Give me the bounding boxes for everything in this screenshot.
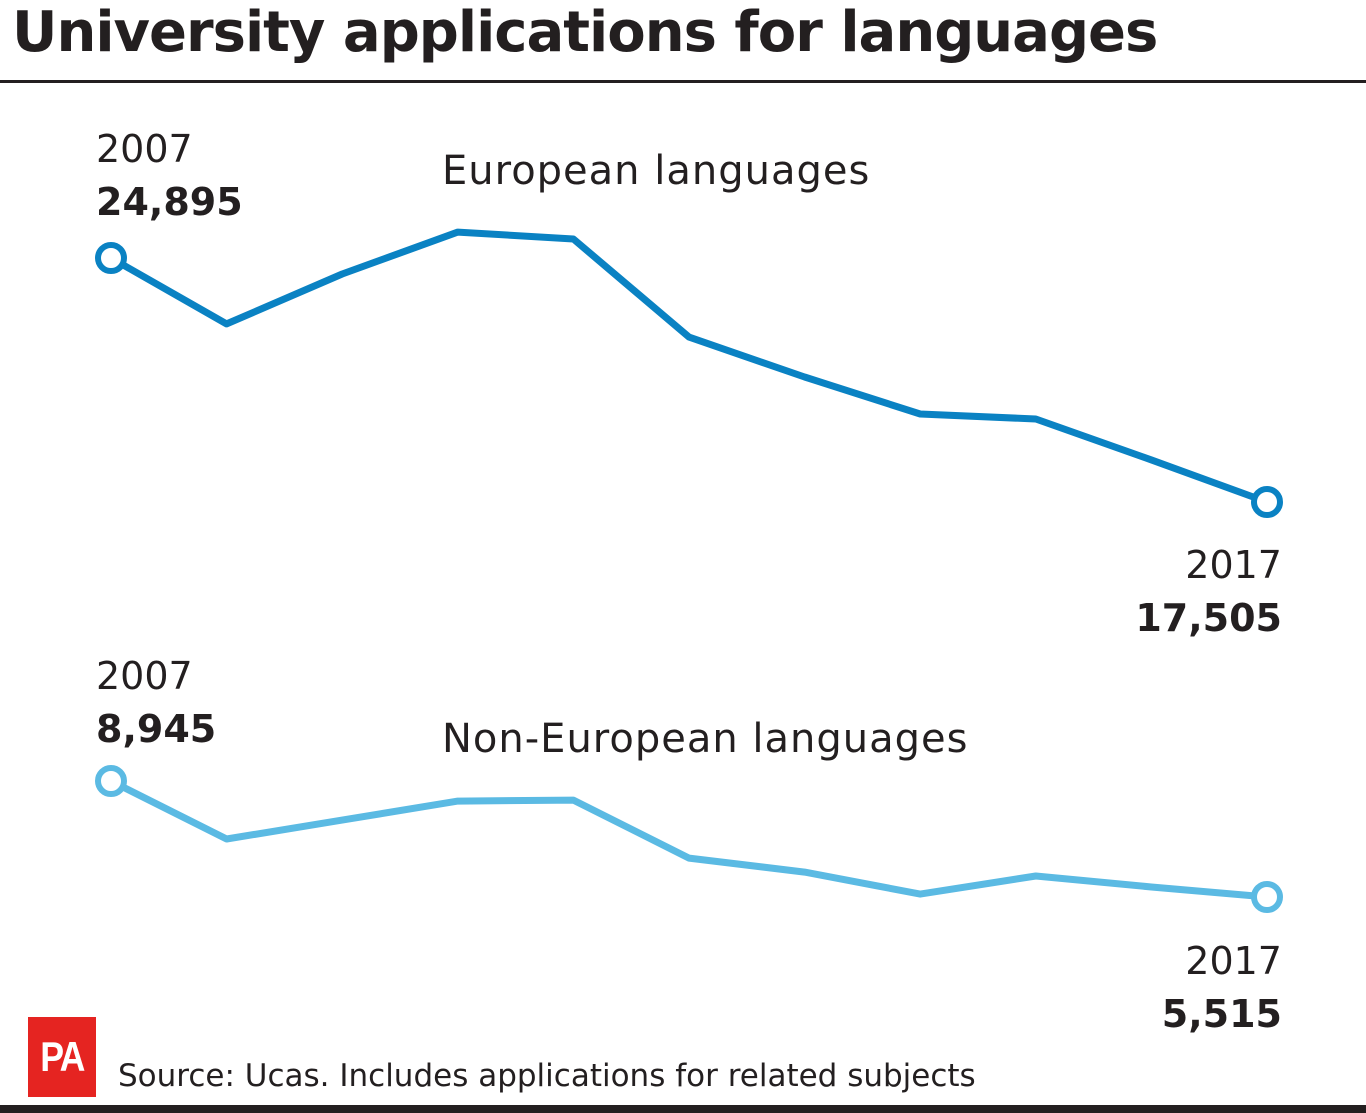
logo-text: PA	[40, 1033, 85, 1080]
chart-title: University applications for languages	[12, 0, 1158, 65]
eu-series-label: European languages	[442, 148, 871, 194]
series-line-0	[109, 228, 1269, 506]
eu-start-value: 24,895	[96, 180, 243, 224]
title-divider	[0, 80, 1366, 83]
end-point-1	[1251, 881, 1283, 913]
source-note: Source: Ucas. Includes applications for …	[118, 1058, 976, 1094]
eu-start-year: 2007	[96, 127, 193, 171]
noneu-end-year: 2017	[1185, 939, 1282, 983]
series-line-1	[109, 777, 1268, 901]
noneu-series-label: Non-European languages	[442, 716, 969, 762]
noneu-start-value: 8,945	[96, 707, 217, 751]
start-point-0	[95, 242, 127, 274]
noneu-start-year: 2007	[96, 654, 193, 698]
pa-logo: PA	[28, 1017, 96, 1097]
eu-end-year: 2017	[1185, 543, 1282, 587]
bottom-divider	[0, 1105, 1366, 1113]
noneu-end-value: 5,515	[1161, 992, 1282, 1036]
eu-end-value: 17,505	[1135, 596, 1282, 640]
end-point-0	[1251, 486, 1283, 518]
start-point-1	[95, 765, 127, 797]
